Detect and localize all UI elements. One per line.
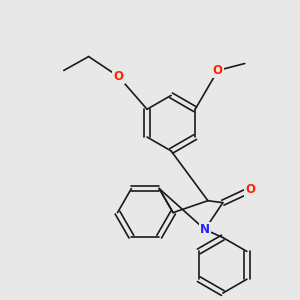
Text: N: N — [200, 223, 210, 236]
Text: O: O — [113, 70, 123, 83]
Text: O: O — [246, 183, 256, 196]
Text: O: O — [213, 64, 223, 77]
